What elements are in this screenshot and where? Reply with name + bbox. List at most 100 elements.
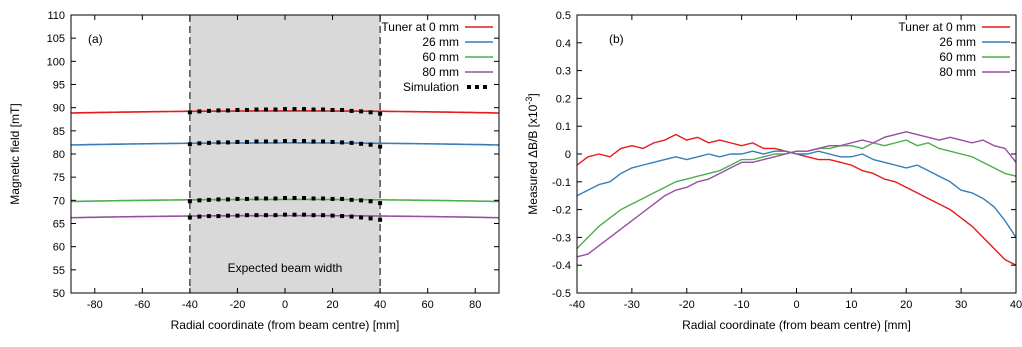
a-legend-label: 60 mm [422, 50, 459, 64]
simulation-point [330, 107, 335, 112]
a-ytick-label: 100 [47, 56, 65, 68]
simulation-point [216, 214, 221, 219]
b-ytick-label: 0 [565, 149, 571, 161]
b-ytick-label: 0.1 [556, 121, 571, 133]
a-xtick-label: 0 [282, 299, 288, 311]
simulation-point [235, 107, 240, 112]
axis-ticks-b: -40 -30 -20 -10 0 10 20 30 40 -0.5 -0.4 -0.3 -0.2 -0.… [552, 10, 1022, 311]
series-line [576, 131, 1017, 258]
y-axis-label-b-end: ] [526, 93, 540, 96]
b-xtick-label: 40 [1010, 299, 1022, 311]
simulation-point [244, 196, 249, 201]
simulation-point [378, 144, 383, 149]
a-legend-marker [467, 85, 471, 89]
simulation-point [225, 197, 230, 202]
simulation-point [378, 201, 383, 206]
simulation-point [368, 216, 373, 221]
a-xtick-label: 60 [422, 299, 434, 311]
simulation-point [349, 140, 354, 145]
simulation-point [197, 214, 202, 219]
simulation-point [368, 110, 373, 115]
expected-beam-width-label: Expected beam width [228, 261, 343, 275]
a-ytick-label: 110 [47, 10, 65, 22]
simulation-point [197, 141, 202, 146]
simulation-point [273, 196, 278, 201]
a-xtick-label: -60 [134, 299, 150, 311]
simulation-point [244, 139, 249, 144]
b-ytick-label: -0.2 [552, 205, 571, 217]
panel-b-field-homogeneity: -40 -30 -20 -10 0 10 20 30 40-0.5-0.4-0.3-0.2-0.… [524, 10, 1022, 332]
beam-width-boundaries [189, 15, 381, 293]
simulation-point [273, 139, 278, 144]
a-xtick-label: 80 [469, 299, 481, 311]
simulation-point [206, 108, 211, 113]
simulation-point [244, 213, 249, 218]
a-ytick-label: 80 [53, 149, 65, 161]
b-xtick-label: -30 [624, 299, 640, 311]
simulation-point [311, 139, 316, 144]
simulation-point [254, 107, 259, 112]
simulation-point [340, 196, 345, 201]
simulation-point [225, 140, 230, 145]
a-xtick-label: 20 [326, 299, 338, 311]
panel-a-magnetic-field: -80 -60 -40 -20 0 20 40 60 80 50 55 60 65 70 75 80 85 90 9… [8, 10, 500, 332]
panel-label-b: (b) [609, 32, 624, 46]
a-legend-marker [483, 85, 487, 89]
series-line [576, 139, 1017, 250]
b-xtick-label: -20 [679, 299, 695, 311]
simulation-point [330, 139, 335, 144]
simulation-point [206, 197, 211, 202]
x-axis-label-b: Radial coordinate (from beam centre) [mm… [682, 318, 911, 332]
simulation-point [292, 139, 297, 144]
simulation-point [263, 196, 268, 201]
b-xtick-label: -10 [734, 299, 750, 311]
x-axis-label-a: Radial coordinate (from beam centre) [mm… [171, 318, 400, 332]
simulation-point [349, 108, 354, 113]
simulation-point [359, 141, 364, 146]
simulation-point [244, 107, 249, 112]
simulation-point [359, 109, 364, 114]
simulation-markers [187, 107, 383, 222]
simulation-point [254, 196, 259, 201]
b-xtick-label: -40 [569, 299, 585, 311]
simulation-point [321, 213, 326, 218]
a-ytick-label: 95 [53, 80, 65, 92]
simulation-point [235, 196, 240, 201]
b-xtick-label: 10 [845, 299, 857, 311]
simulation-point [311, 196, 316, 201]
b-legend-label: 26 mm [939, 35, 976, 49]
simulation-point [263, 213, 268, 218]
simulation-point [283, 212, 287, 217]
simulation-point [321, 107, 326, 112]
a-ytick-label: 90 [53, 103, 65, 115]
a-ytick-label: 50 [53, 288, 65, 300]
simulation-point [283, 107, 287, 112]
y-axis-label-b-exponent: -3 [524, 97, 534, 105]
simulation-point [263, 139, 268, 144]
series-line [576, 150, 1017, 238]
a-ytick-label: 105 [47, 33, 65, 45]
a-xtick-label: -40 [182, 299, 198, 311]
simulation-point [368, 199, 373, 204]
a-xtick-label: 40 [374, 299, 386, 311]
a-ytick-label: 70 [53, 195, 65, 207]
a-xtick-label: -20 [229, 299, 245, 311]
simulation-point [235, 213, 240, 218]
panel-label-a: (a) [88, 32, 103, 46]
simulation-point [292, 196, 297, 201]
axis-ticks-a: -80 -60 -40 -20 0 20 40 60 80 50 55 60 65 70 75 80 85 90 9… [47, 10, 499, 311]
simulation-point [359, 215, 364, 220]
simulation-point [321, 139, 326, 144]
simulation-point [349, 197, 354, 202]
simulation-point [283, 196, 287, 201]
simulation-point [273, 213, 278, 218]
y-axis-label-a: Magnetic field [mT] [8, 103, 22, 204]
simulation-point [216, 140, 221, 145]
b-legend-label: 80 mm [939, 65, 976, 79]
simulation-point [206, 214, 211, 219]
b-legend-label: 60 mm [939, 50, 976, 64]
y-axis-label-b: Measured ΔB/B [x10-3] [524, 93, 540, 214]
simulation-point [273, 107, 278, 112]
